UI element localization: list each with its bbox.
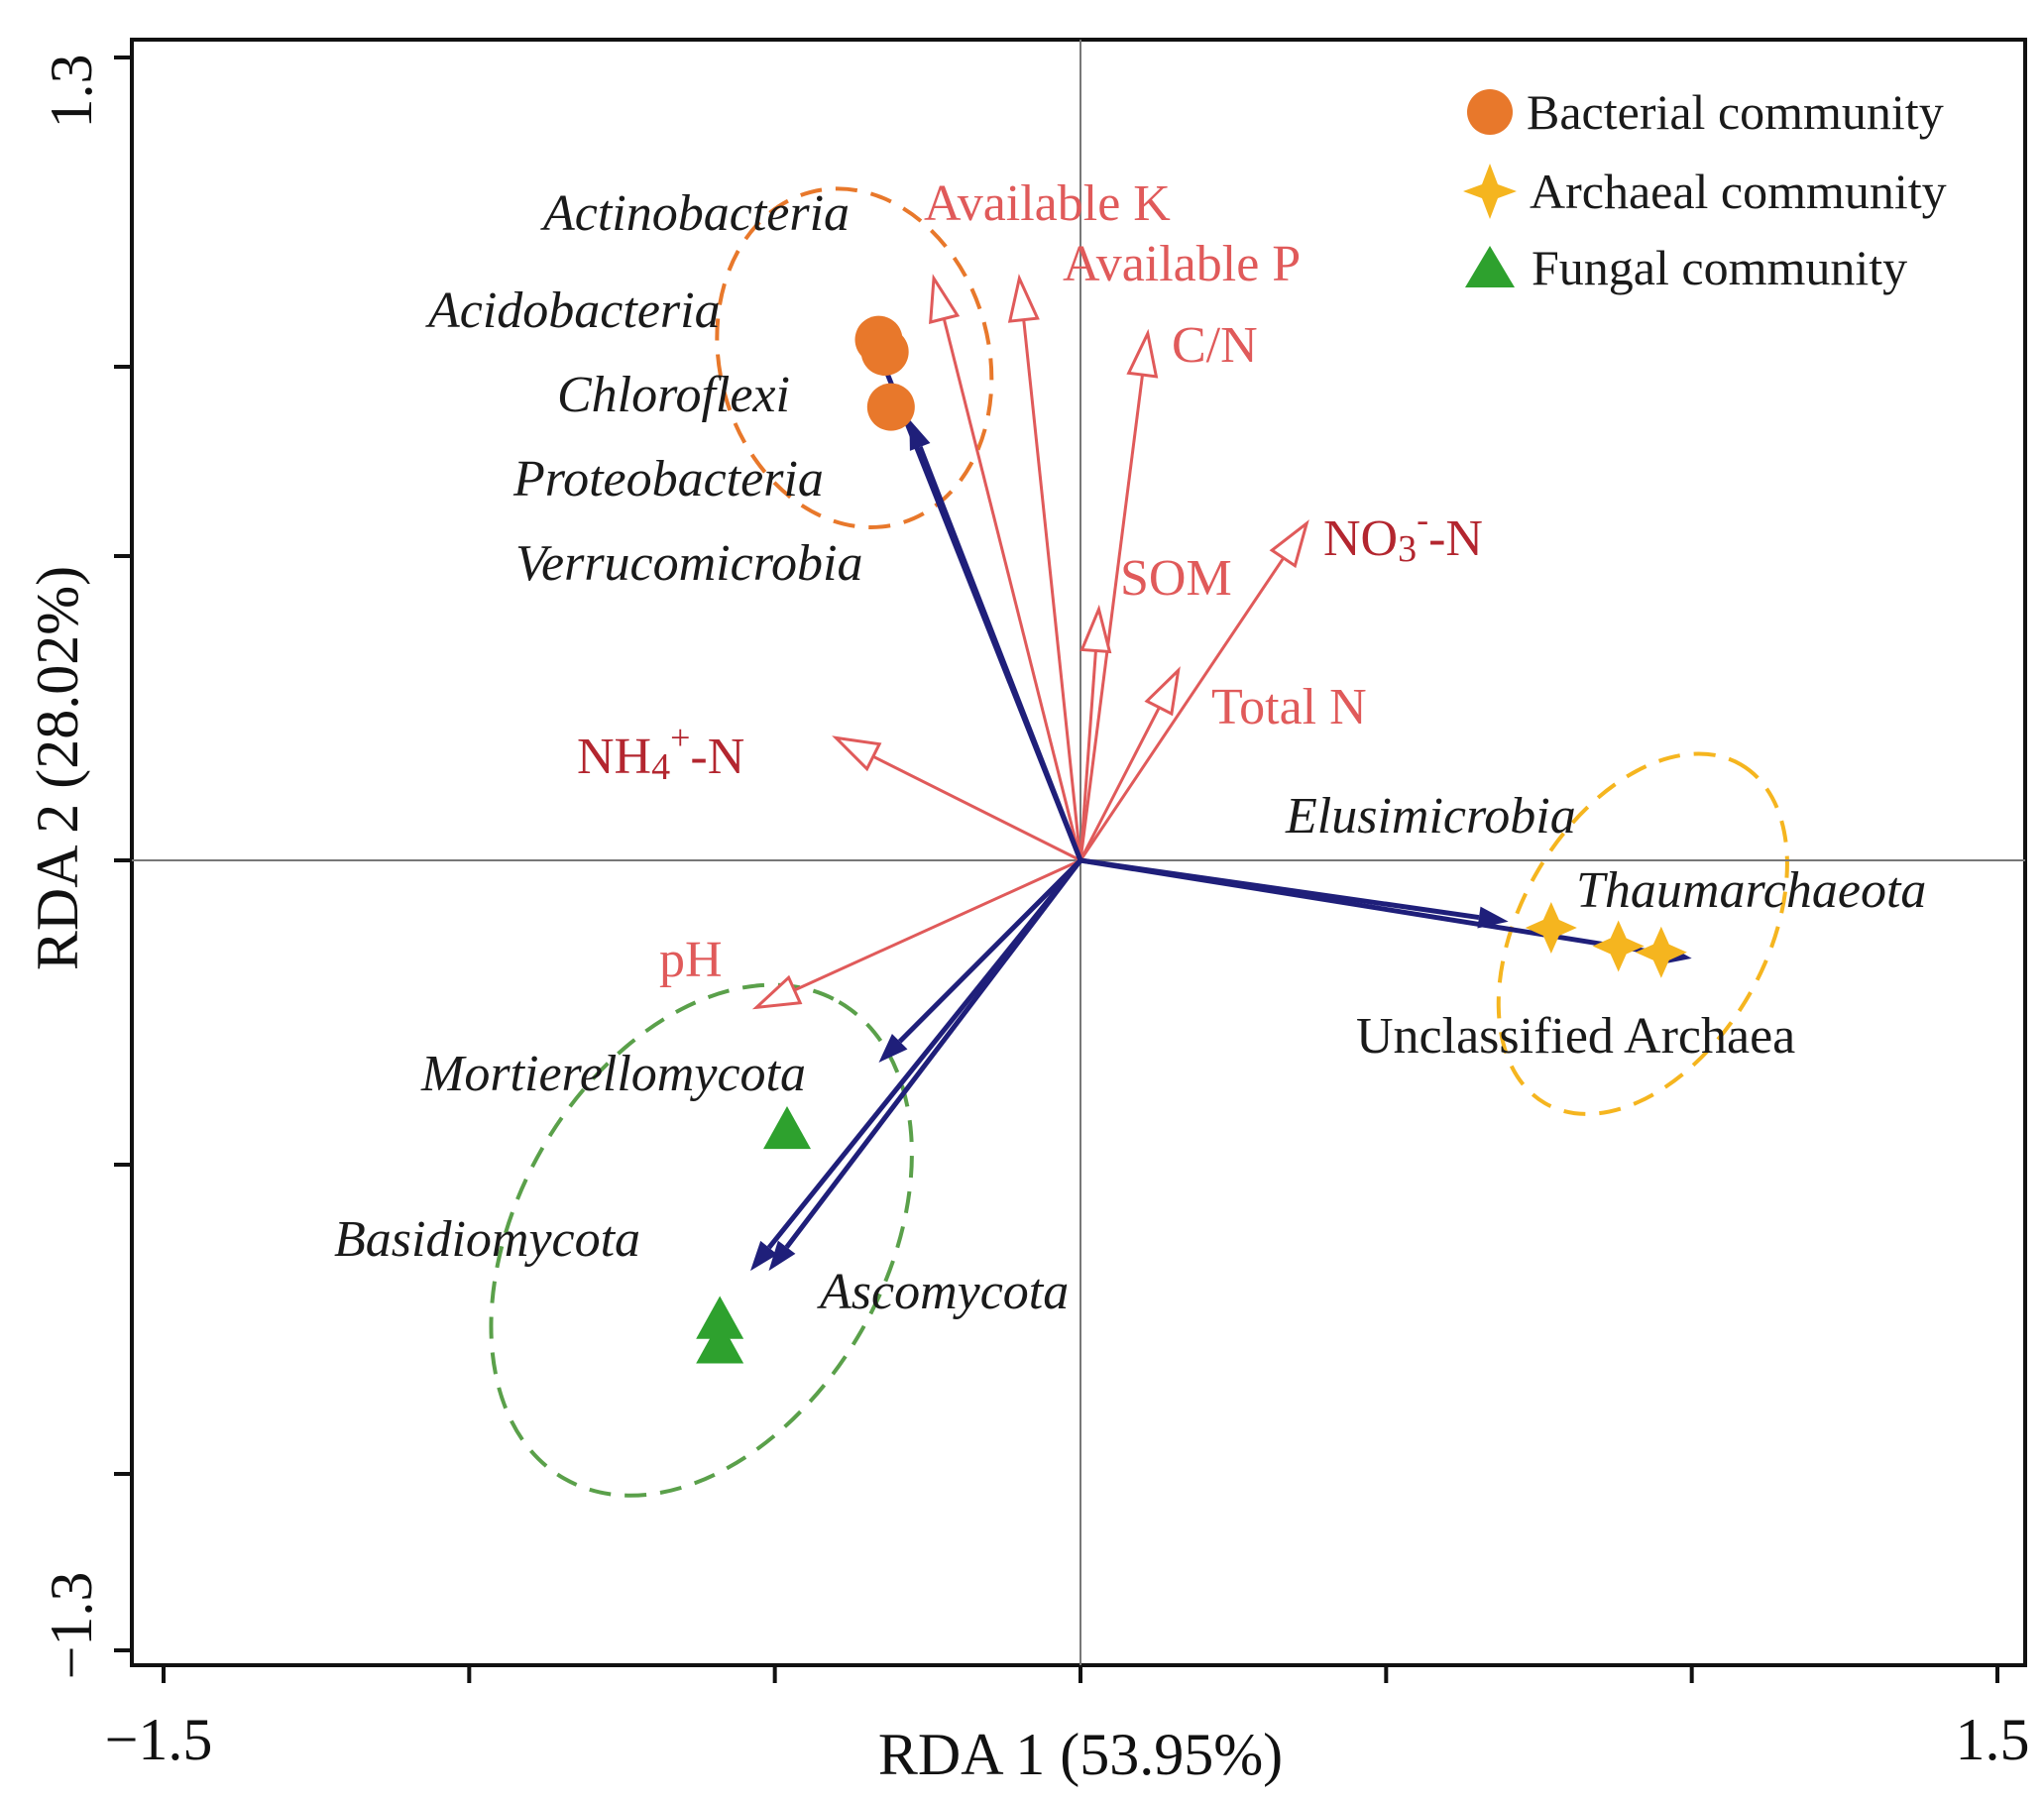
env-arrowhead-1 [1007,274,1040,323]
taxon-label-unclassified-archaea: Unclassified Archaea [1356,1008,1795,1065]
y-tick-label-min: −1.3 [39,1572,104,1680]
env-arrowhead-5 [832,735,882,772]
taxon-label-elusimicrobia: Elusimicrobia [1285,788,1576,845]
env-arrow-4 [1079,707,1161,861]
taxon-label-chloroflexi: Chloroflexi [557,367,790,423]
y-axis-ticks [114,56,132,1652]
env-arrowhead-4 [1144,666,1181,717]
taxon-label-basidiomycota: Basidiomycota [334,1211,640,1268]
x-axis-title: RDA 1 (53.95%) [878,1722,1283,1787]
species-arrowhead-5 [768,1240,796,1272]
taxon-label-actinobacteria: Actinobacteria [540,185,850,242]
species-arrow-4 [897,858,1082,1044]
env-arrowhead-7 [1269,519,1309,569]
env-label-cn: C/N [1172,317,1258,374]
env-label-nh4-n: NH4+-N [577,718,744,788]
species-arrowhead-1 [909,418,931,451]
species-arrow-3 [1079,857,1480,921]
legend-label-bacterial: Bacterial community [1527,84,1944,140]
point-fungi-8 [696,1320,744,1364]
point-archaea-5 [1635,926,1687,978]
legend-label-archaeal: Archaeal community [1530,164,1947,219]
ellipse-archaea [1496,751,1789,1116]
ellipse-bacteria [715,186,994,529]
legend-marker-fungal [1465,246,1515,287]
env-label-no3-n: NO3--N [1323,500,1483,570]
ellipse-fungi [489,982,914,1498]
y-axis-title: RDA 2 (28.02%) [25,566,90,970]
env-arrow-7 [1079,557,1286,861]
sample-points [696,315,1687,1364]
species-arrowhead-3 [1477,906,1509,929]
env-arrow-6 [793,858,1081,992]
env-arrow-5 [872,754,1081,862]
species-arrow-1 [917,446,1083,861]
env-arrow-2 [1079,374,1145,861]
point-bacteria-2 [866,383,915,431]
taxon-label-ascomycota: Ascomycota [817,1264,1069,1320]
env-arrowhead-3 [1079,604,1112,654]
x-tick-label-min: −1.5 [105,1707,213,1772]
x-tick-label-max: 1.5 [1956,1707,2030,1772]
point-fungi-7 [696,1296,744,1339]
point-bacteria-1 [860,327,909,376]
species-arrowhead-6 [750,1240,778,1272]
taxon-label-proteobacteria: Proteobacteria [512,451,824,507]
species-arrow-6 [766,858,1082,1250]
legend-marker-bacterial [1467,89,1513,135]
env-arrow-0 [942,318,1082,861]
taxon-label-verrucomicrobia: Verrucomicrobia [515,535,862,592]
group-ellipses [489,186,1789,1498]
point-fungi-6 [763,1105,811,1150]
species-arrowhead-4 [878,1033,908,1063]
env-arrow-1 [1022,319,1082,861]
legend: Bacterial community Archaeal community F… [1463,84,1947,295]
legend-label-fungal: Fungal community [1532,240,1907,295]
point-archaea-3 [1525,901,1577,954]
taxon-label-acidobacteria: Acidobacteria [425,282,721,339]
env-arrowhead-0 [929,274,961,324]
taxon-label-mortierellomycota: Mortierellomycota [420,1046,806,1102]
environmental-vectors [751,274,1309,1010]
env-label-total-n: Total N [1211,679,1367,735]
legend-marker-archaeal [1463,164,1517,219]
point-archaea-4 [1592,920,1645,972]
y-tick-label-max: 1.3 [39,55,104,129]
taxon-label-thaumarchaeota: Thaumarchaeota [1576,862,1926,919]
env-label-available-k: Available K [924,175,1171,232]
env-arrowhead-6 [751,974,803,1010]
env-arrowhead-2 [1126,328,1159,379]
x-axis-ticks [162,1665,1999,1683]
env-label-available-p: Available P [1063,236,1301,292]
env-label-ph: pH [659,932,723,988]
env-arrow-3 [1079,650,1097,861]
env-label-som: SOM [1120,550,1232,607]
